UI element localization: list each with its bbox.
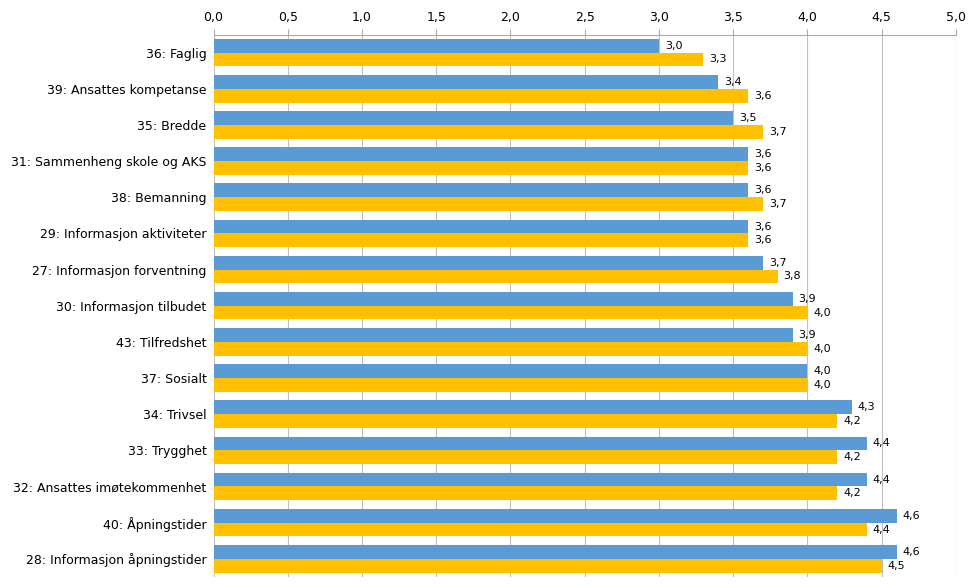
Text: 3,6: 3,6	[754, 149, 772, 159]
Text: 4,2: 4,2	[843, 489, 861, 499]
Text: 4,5: 4,5	[887, 561, 906, 571]
Text: 4,2: 4,2	[843, 452, 861, 462]
Bar	[214, 486, 837, 500]
Bar	[214, 183, 748, 197]
Bar	[214, 111, 733, 125]
Bar	[214, 256, 763, 269]
Text: 3,8: 3,8	[784, 272, 801, 282]
Text: 4,3: 4,3	[858, 402, 875, 412]
Text: 3,6: 3,6	[754, 235, 772, 245]
Bar	[214, 75, 718, 89]
Text: 4,0: 4,0	[814, 380, 831, 390]
Bar	[214, 306, 807, 319]
Text: 4,4: 4,4	[872, 475, 890, 485]
Text: 3,9: 3,9	[798, 330, 816, 340]
Bar	[214, 523, 867, 536]
Bar	[214, 233, 748, 247]
Text: 4,4: 4,4	[872, 524, 890, 534]
Bar	[214, 545, 897, 559]
Text: 3,5: 3,5	[740, 113, 756, 123]
Bar	[214, 269, 778, 283]
Text: 3,9: 3,9	[798, 294, 816, 304]
Bar	[214, 292, 792, 306]
Bar	[214, 328, 792, 342]
Bar	[214, 437, 867, 450]
Bar	[214, 509, 897, 523]
Text: 3,6: 3,6	[754, 185, 772, 195]
Bar	[214, 125, 763, 139]
Bar	[214, 365, 807, 378]
Bar	[214, 414, 837, 428]
Text: 4,6: 4,6	[903, 511, 920, 521]
Text: 3,6: 3,6	[754, 163, 772, 173]
Text: 4,0: 4,0	[814, 344, 831, 354]
Text: 3,3: 3,3	[709, 55, 727, 65]
Text: 3,6: 3,6	[754, 222, 772, 232]
Text: 3,0: 3,0	[665, 41, 682, 51]
Text: 4,0: 4,0	[814, 308, 831, 318]
Text: 3,6: 3,6	[754, 91, 772, 101]
Text: 3,7: 3,7	[769, 199, 786, 209]
Bar	[214, 220, 748, 233]
Bar	[214, 39, 658, 52]
Text: 3,7: 3,7	[769, 258, 786, 268]
Text: 4,2: 4,2	[843, 416, 861, 426]
Bar	[214, 89, 748, 102]
Bar	[214, 400, 852, 414]
Bar	[214, 197, 763, 211]
Bar	[214, 52, 703, 66]
Text: 3,7: 3,7	[769, 127, 786, 137]
Bar	[214, 378, 807, 392]
Text: 4,4: 4,4	[872, 439, 890, 449]
Bar	[214, 559, 881, 573]
Bar	[214, 161, 748, 175]
Bar	[214, 473, 867, 486]
Bar	[214, 450, 837, 464]
Text: 3,4: 3,4	[724, 77, 742, 87]
Text: 4,0: 4,0	[814, 366, 831, 376]
Bar	[214, 148, 748, 161]
Text: 4,6: 4,6	[903, 547, 920, 557]
Bar	[214, 342, 807, 356]
